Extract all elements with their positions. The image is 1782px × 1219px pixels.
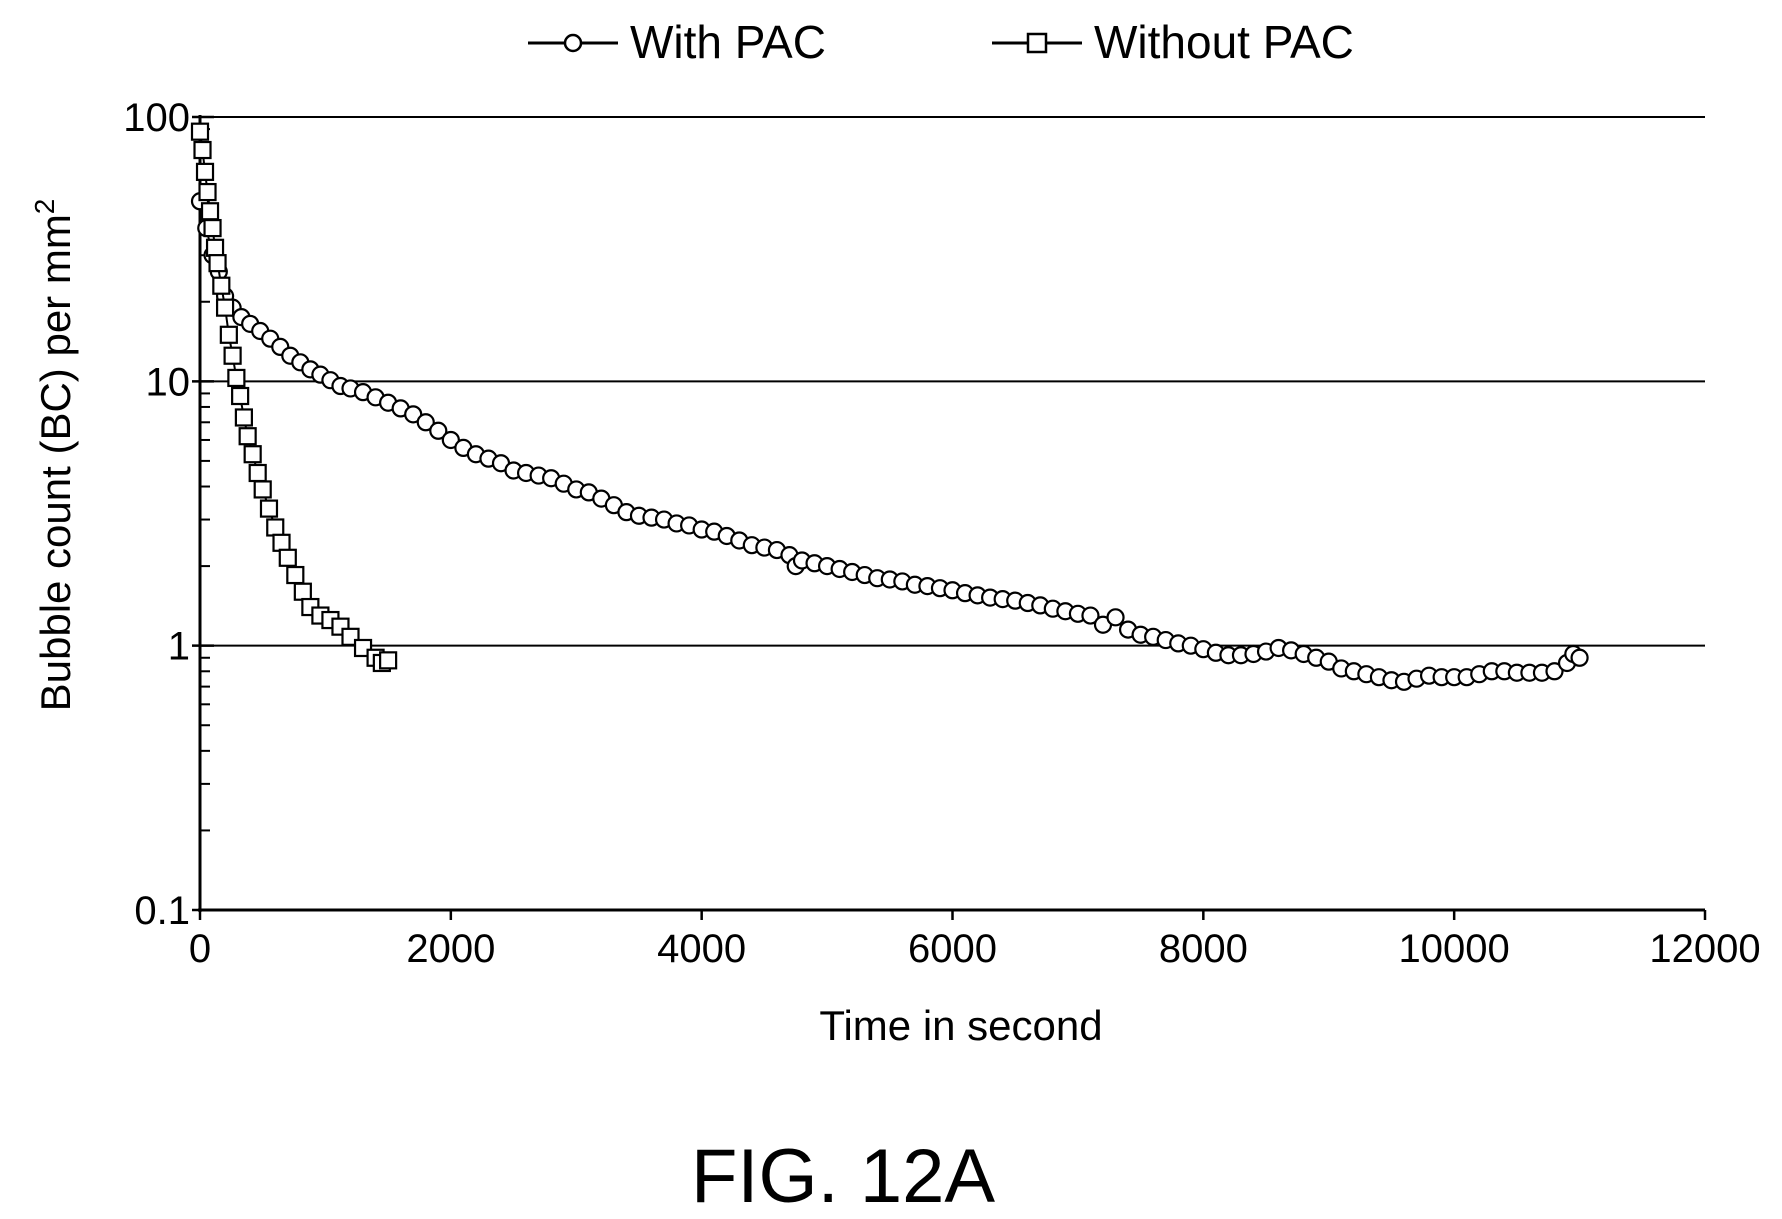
- legend-without-pac-label: Without PAC: [1094, 16, 1354, 68]
- legend-with-pac-label: With PAC: [630, 16, 826, 68]
- data-point-without-pac-5: [203, 218, 222, 238]
- legend-without-pac: Without PAC: [992, 16, 1354, 68]
- figure-caption: FIG. 12A: [691, 1134, 995, 1219]
- data-point-without-pac-6: [205, 238, 225, 257]
- data-point-with-pac-114: [1545, 662, 1564, 681]
- x-tick-label-4: 8000: [1159, 927, 1248, 971]
- y-axis-title: Bubble count (BC) per mm2: [29, 199, 79, 712]
- gridlines: [200, 116, 1705, 647]
- legend: With PAC Without PAC: [528, 16, 1354, 68]
- legend-with-pac-marker-icon: [563, 33, 583, 53]
- series-line-0: [199, 201, 1581, 683]
- legend-with-pac: With PAC: [528, 16, 826, 68]
- y-tick-label-2: 10: [146, 360, 191, 404]
- data-point-with-pac-117: [1570, 648, 1589, 667]
- data-point-with-pac-24: [429, 421, 448, 440]
- data-point-with-pac-77: [1081, 606, 1100, 625]
- data-point-with-pac-22: [404, 405, 423, 424]
- x-tick-label-1: 2000: [406, 927, 495, 971]
- data-point-without-pac-23: [286, 565, 305, 585]
- data-point-without-pac-7: [208, 254, 227, 273]
- x-axis-title: Time in second: [819, 1002, 1102, 1049]
- data-point-without-pac-13: [231, 386, 250, 406]
- data-point-without-pac-16: [243, 445, 262, 464]
- data-point-without-pac-3: [198, 182, 217, 202]
- y-tick-label-1: 1: [168, 625, 190, 669]
- x-tick-label-0: 0: [189, 927, 211, 971]
- data-point-without-pac-19: [259, 499, 279, 518]
- x-tick-labels: 0 2000 4000 6000 8000 10000 12000: [189, 927, 1761, 971]
- y-axis-title-text: Bubble count (BC) per mm: [32, 214, 79, 711]
- data-point-without-pac-1: [193, 140, 212, 160]
- series-with-pac: [190, 192, 1589, 691]
- data-point-without-pac-10: [219, 325, 238, 344]
- x-tick-label-3: 6000: [908, 927, 997, 971]
- legend-without-pac-marker-icon: [1026, 32, 1048, 54]
- series-without-pac: [190, 122, 398, 673]
- data-point-without-pac-2: [195, 162, 215, 181]
- data-point-without-pac-0: [190, 122, 210, 141]
- data-point-without-pac-21: [272, 533, 291, 552]
- data-point-without-pac-22: [278, 548, 297, 567]
- data-point-without-pac-20: [266, 518, 285, 537]
- data-point-with-pac-79: [1106, 608, 1125, 627]
- x-tick-label-6: 12000: [1649, 927, 1760, 971]
- y-tick-label-3: 100: [123, 96, 190, 140]
- x-tick-label-2: 4000: [657, 927, 746, 971]
- data-point-without-pac-33: [379, 651, 398, 670]
- data-point-without-pac-14: [234, 408, 253, 427]
- data-point-without-pac-12: [227, 368, 246, 388]
- data-point-without-pac-18: [253, 480, 272, 499]
- data-point-without-pac-9: [215, 298, 235, 317]
- y-axis-title-superscript: 2: [29, 199, 60, 215]
- data-point-without-pac-24: [293, 582, 312, 601]
- data-point-without-pac-4: [200, 202, 220, 221]
- y-tick-label-0: 0.1: [134, 889, 190, 933]
- data-point-without-pac-8: [212, 276, 231, 295]
- data-point-without-pac-11: [223, 346, 242, 365]
- data-point-with-pac-23: [416, 413, 435, 432]
- axes: [192, 115, 1707, 920]
- y-tick-labels: 0.1 1 10 100: [123, 96, 190, 933]
- data-point-without-pac-17: [248, 463, 267, 483]
- data-point-without-pac-15: [238, 427, 257, 446]
- x-tick-label-5: 10000: [1399, 927, 1510, 971]
- data-point-with-pac-25: [441, 430, 460, 450]
